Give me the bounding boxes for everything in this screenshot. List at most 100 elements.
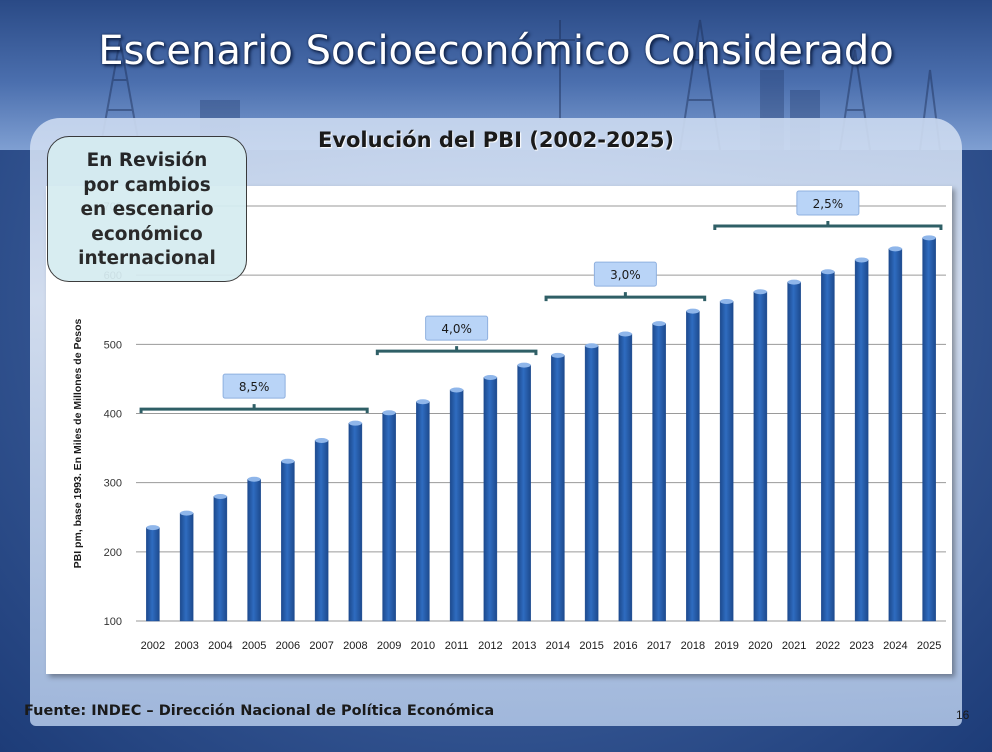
bar-cap — [720, 298, 734, 304]
x-tick-label: 2012 — [478, 640, 502, 652]
x-tick-label: 2015 — [579, 640, 603, 652]
growth-bracket — [713, 221, 943, 230]
x-tick-label: 2007 — [309, 640, 333, 652]
growth-label: 8,5% — [239, 380, 270, 394]
bar-cap — [652, 321, 666, 327]
bar-cap — [450, 387, 464, 393]
revision-callout: En Revisión por cambios en escenario eco… — [47, 136, 247, 282]
x-tick-label: 2019 — [714, 640, 738, 652]
bar — [314, 440, 329, 622]
bar — [652, 323, 666, 622]
bar — [551, 355, 565, 622]
growth-label-box — [593, 261, 657, 287]
bar — [686, 310, 700, 622]
growth-bracket — [375, 346, 538, 356]
bar — [213, 496, 228, 622]
y-tick-label: 300 — [104, 478, 122, 490]
bar-cap — [618, 331, 632, 337]
bar — [247, 478, 261, 622]
x-tick-label: 2025 — [917, 640, 941, 652]
growth-bracket — [544, 292, 707, 302]
x-tick-label: 2006 — [276, 640, 300, 652]
bar — [517, 364, 531, 622]
bar — [179, 512, 194, 622]
x-tick-label: 2024 — [883, 640, 907, 652]
bar-cap — [585, 343, 599, 349]
bar — [416, 401, 430, 622]
x-tick-label: 2011 — [445, 640, 469, 652]
bar — [382, 412, 396, 622]
bar — [146, 527, 160, 622]
callout-line: internacional — [78, 248, 216, 269]
bar-cap — [855, 257, 869, 263]
growth-label-box — [425, 315, 489, 341]
y-axis-title: PBI pm, base 1993. En Miles de Millones … — [72, 318, 84, 568]
x-tick-label: 2004 — [208, 640, 232, 652]
bar — [888, 248, 903, 622]
page-number: 16 — [956, 708, 970, 722]
x-tick-label: 2003 — [174, 640, 198, 652]
callout-line: económico — [91, 223, 203, 245]
callout-line: por cambios — [83, 174, 211, 196]
bar-cap — [787, 279, 801, 285]
bar-cap — [382, 410, 396, 416]
bar-cap — [146, 525, 160, 531]
slide-title: Escenario Socioeconómico Considerado — [98, 28, 894, 74]
bar-cap — [315, 437, 329, 443]
callout-line: En Revisión — [86, 150, 208, 171]
source-note: Fuente: INDEC – Dirección Nacional de Po… — [24, 703, 495, 719]
bar-cap — [416, 399, 430, 405]
x-tick-label: 2017 — [647, 640, 671, 652]
x-tick-label: 2005 — [242, 640, 266, 652]
bar — [922, 237, 936, 622]
bar — [787, 281, 801, 622]
bar — [348, 422, 363, 622]
x-tick-label: 2009 — [377, 640, 401, 652]
bar-cap — [247, 476, 261, 482]
y-tick-label: 100 — [104, 616, 122, 628]
bar-cap — [922, 235, 936, 241]
x-tick-label: 2016 — [613, 640, 637, 652]
bar-cap — [281, 458, 295, 464]
growth-label-box — [222, 373, 286, 399]
x-tick-label: 2018 — [681, 640, 705, 652]
bar — [584, 345, 599, 622]
bar — [281, 460, 295, 622]
callout-line: en escenario — [80, 199, 214, 220]
x-tick-label: 2013 — [512, 640, 536, 652]
x-tick-label: 2002 — [141, 640, 165, 652]
growth-label-box — [796, 190, 860, 216]
x-tick-label: 2008 — [343, 640, 367, 652]
bar — [854, 259, 869, 622]
y-tick-label: 500 — [104, 339, 122, 351]
bar-cap — [686, 308, 700, 314]
growth-bracket — [139, 404, 369, 414]
x-tick-label: 2010 — [411, 640, 435, 652]
y-tick-label: 200 — [104, 547, 122, 559]
bar-cap — [213, 494, 227, 499]
bar-cap — [888, 246, 902, 252]
bar — [483, 377, 498, 622]
bar — [821, 271, 835, 622]
x-tick-label: 2014 — [546, 640, 570, 652]
bar-cap — [348, 420, 362, 426]
growth-label: 2,5% — [813, 197, 844, 211]
growth-label: 4,0% — [441, 322, 472, 336]
bar — [753, 291, 768, 622]
x-tick-label: 2022 — [816, 640, 840, 652]
chart-title: Evolución del PBI (2002-2025) — [317, 128, 675, 152]
bar-cap — [753, 289, 767, 295]
bar — [618, 333, 633, 622]
gdp-bar-chart: 100200300400500600700PBI pm, base 1993. … — [72, 190, 946, 652]
bar — [449, 389, 464, 622]
x-tick-label: 2021 — [782, 640, 806, 652]
bar-cap — [821, 269, 835, 275]
x-tick-label: 2023 — [849, 640, 873, 652]
bar-cap — [551, 352, 565, 358]
bar-cap — [517, 362, 531, 368]
bar-cap — [483, 375, 497, 381]
growth-label: 3,0% — [610, 268, 641, 282]
bar-cap — [180, 510, 194, 516]
x-tick-label: 2020 — [748, 640, 772, 652]
y-tick-label: 400 — [104, 409, 122, 421]
